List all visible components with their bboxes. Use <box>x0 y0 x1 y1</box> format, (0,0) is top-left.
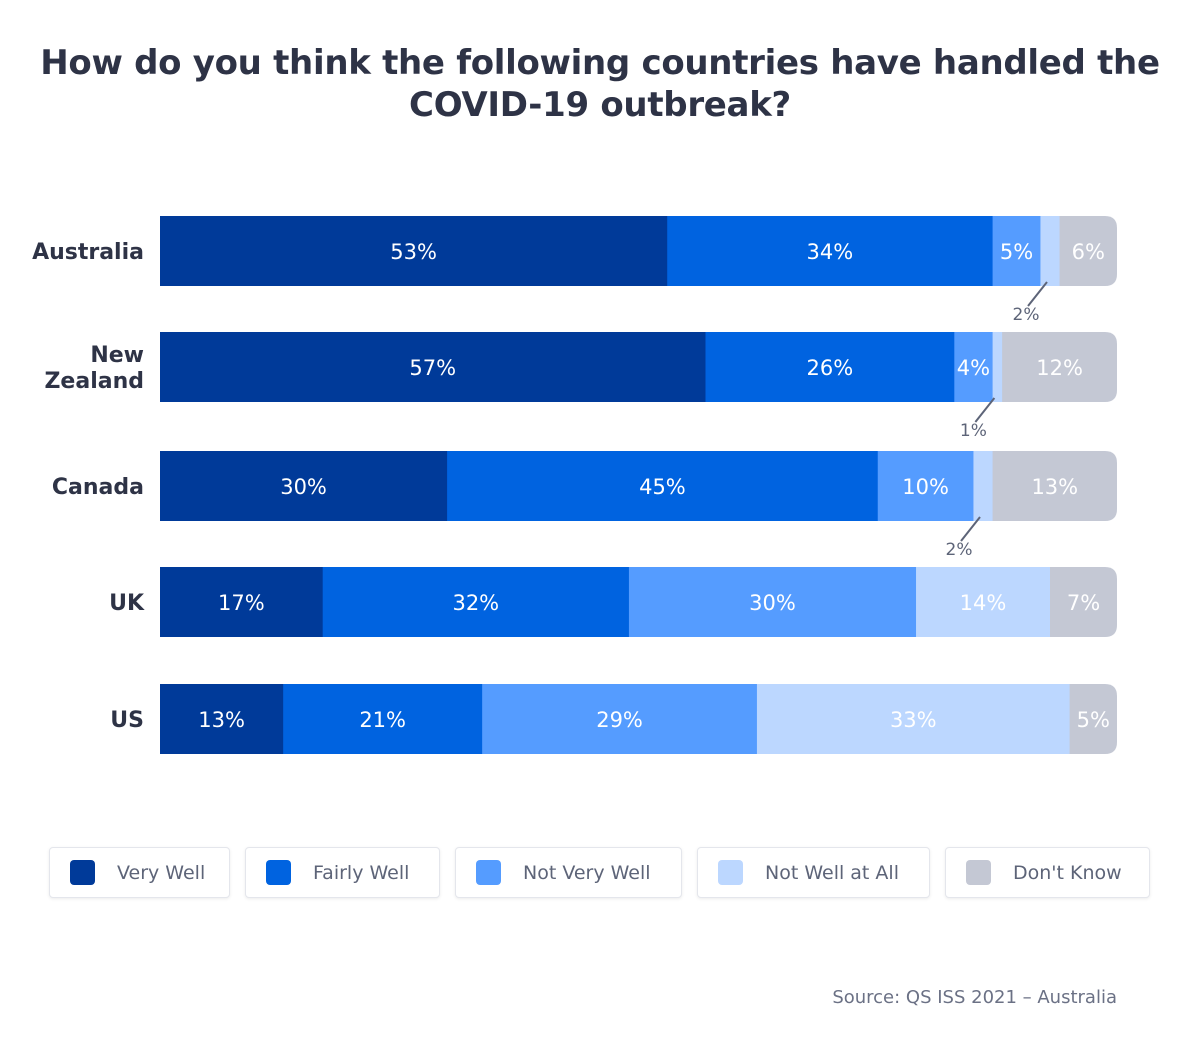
data-label: 32% <box>452 591 499 615</box>
legend-label: Don't Know <box>1013 861 1122 884</box>
bar-segment <box>160 332 706 402</box>
bar-segment <box>756 684 1071 754</box>
legend-item-don-t-know: Don't Know <box>945 847 1150 898</box>
category-label: UK <box>109 591 145 616</box>
data-label: 13% <box>198 708 245 732</box>
bar-segment <box>1002 332 1117 402</box>
bar-row-canada: Canada 30% 45% 10% 2% 13% <box>52 451 1117 560</box>
legend-swatch <box>476 860 501 885</box>
category-label: Canada <box>52 475 144 500</box>
bar-segment <box>628 567 917 637</box>
data-label: 12% <box>1036 356 1083 380</box>
category-label: US <box>110 708 144 733</box>
bar-row-us: US 13% 21% 29% 33% 5% <box>110 684 1117 754</box>
data-label: 33% <box>890 708 937 732</box>
bar-segment <box>705 332 955 402</box>
bar-segment <box>1059 216 1117 286</box>
leader-line <box>974 397 996 423</box>
bar-segment <box>916 567 1051 637</box>
bar-segment <box>160 451 448 521</box>
legend-item-very-well: Very Well <box>49 847 230 898</box>
data-label: 26% <box>807 356 854 380</box>
legend-label: Very Well <box>117 861 206 884</box>
leader-line <box>1027 281 1048 307</box>
legend-label: Fairly Well <box>313 861 410 884</box>
bar-segment <box>283 684 483 754</box>
data-label: 29% <box>596 708 643 732</box>
chart-title: How do you think the following countries… <box>40 43 1160 125</box>
bar-segment <box>482 684 758 754</box>
legend-swatch <box>70 860 95 885</box>
legend-swatch <box>266 860 291 885</box>
bar-segment <box>160 567 324 637</box>
bar-segment <box>160 684 284 754</box>
data-label: 4% <box>957 356 990 380</box>
data-label: 10% <box>902 475 949 499</box>
bar-segment <box>954 332 994 402</box>
bar-segment <box>160 216 668 286</box>
bar-segment <box>447 451 879 521</box>
bar-segment <box>992 332 1003 402</box>
data-label-outside: 2% <box>946 540 973 560</box>
bar-segment <box>877 451 974 521</box>
category-label: Zealand <box>44 369 144 394</box>
leader-line <box>960 516 981 542</box>
bar-segment <box>992 216 1041 286</box>
data-label: 7% <box>1067 591 1100 615</box>
bar-row-uk: UK 17% 32% 30% 14% 7% <box>109 567 1117 637</box>
legend-swatch <box>718 860 743 885</box>
data-label: 45% <box>639 475 686 499</box>
legend-label: Not Well at All <box>765 861 899 884</box>
data-label: 34% <box>807 240 854 264</box>
legend-item-fairly-well: Fairly Well <box>245 847 440 898</box>
bar-segment <box>973 451 994 521</box>
legend-item-not-very-well: Not Very Well <box>455 847 682 898</box>
data-label: 17% <box>218 591 265 615</box>
data-label: 13% <box>1031 475 1078 499</box>
data-label: 30% <box>280 475 327 499</box>
data-label: 5% <box>1077 708 1110 732</box>
data-label-outside: 1% <box>960 421 987 441</box>
bar-segment <box>992 451 1117 521</box>
data-label: 57% <box>409 356 456 380</box>
data-label-outside: 2% <box>1013 305 1040 325</box>
legend-item-not-well-at-all: Not Well at All <box>697 847 930 898</box>
data-label: 30% <box>749 591 796 615</box>
bar-segment <box>1050 567 1117 637</box>
bar-segment <box>1040 216 1061 286</box>
source-note: Source: QS ISS 2021 – Australia <box>832 987 1117 1008</box>
data-label: 5% <box>1000 240 1033 264</box>
data-label: 14% <box>960 591 1007 615</box>
data-label: 53% <box>390 240 437 264</box>
bar-segment <box>1069 684 1117 754</box>
legend-label: Not Very Well <box>523 861 651 884</box>
data-label: 6% <box>1072 240 1105 264</box>
bar-row-australia: Australia 53% 34% 5% 2% 6% <box>32 216 1117 325</box>
category-label: New <box>90 343 144 368</box>
legend-swatch <box>966 860 991 885</box>
bar-segment <box>667 216 994 286</box>
data-label: 21% <box>359 708 406 732</box>
category-label: Australia <box>32 240 144 265</box>
bar-segment <box>322 567 630 637</box>
